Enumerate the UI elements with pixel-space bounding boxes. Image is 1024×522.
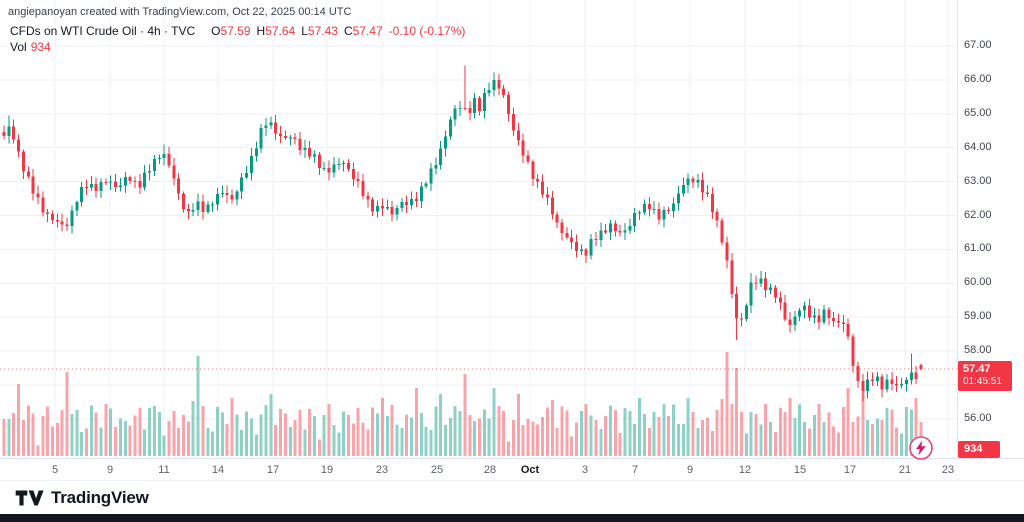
volume-legend: Vol 934 <box>10 40 51 54</box>
bar-countdown: 01:45:51 <box>963 376 1002 387</box>
price-axis-label: 58.00 <box>964 344 992 357</box>
time-axis-label: 3 <box>581 464 589 476</box>
tradingview-brand-text[interactable]: TradingView <box>51 487 149 507</box>
price-axis-label: 56.00 <box>964 411 992 424</box>
price-axis-label: 66.00 <box>964 72 992 85</box>
price-axis-label: 64.00 <box>964 140 992 153</box>
time-axis-label: 17 <box>843 464 857 476</box>
price-axis-label: 65.00 <box>964 106 992 119</box>
volume-label: Vol <box>10 40 27 54</box>
close-label: C <box>343 24 353 38</box>
time-axis-label: 25 <box>430 464 444 476</box>
last-price-value: 57.47 <box>963 363 991 375</box>
time-axis-label: Oct <box>520 464 540 476</box>
close-value: 57.47 <box>352 24 383 38</box>
change-value: -0.10 (-0.17%) <box>388 24 466 38</box>
time-axis-label: 17 <box>266 464 280 476</box>
price-axis-label: 67.00 <box>964 39 992 51</box>
price-axis[interactable]: 67.00 66.00 65.00 64.00 63.00 62.00 61.00 60.00… <box>957 0 1024 458</box>
time-axis-label: 11 <box>158 464 170 476</box>
high-label: H <box>256 24 266 38</box>
low-value: 57.43 <box>307 24 338 38</box>
time-axis-label: 28 <box>483 464 497 476</box>
tradingview-logo-icon[interactable] <box>14 487 44 509</box>
price-axis-label: 59.00 <box>964 310 992 323</box>
bottom-dark-bar <box>0 514 1024 522</box>
volume-value: 934 <box>30 40 51 54</box>
time-axis-label: 15 <box>793 464 807 476</box>
last-price-badge: 57.47 01:45:51 <box>958 361 1012 391</box>
price-axis-label: 61.00 <box>964 242 992 255</box>
volume-badge: 934 <box>958 441 1000 458</box>
time-axis-label: 21 <box>898 464 912 476</box>
footer: TradingView <box>0 480 1024 514</box>
lightning-icon[interactable] <box>908 435 934 461</box>
price-axis-label: 63.00 <box>964 174 992 187</box>
time-axis[interactable]: 5 9 11 14 17 19 23 25 28 Oct 3 7 9 12 15 17 21 23 <box>0 458 1024 481</box>
low-label: L <box>301 24 308 38</box>
chart-legend: CFDs on WTI Crude Oil · 4h · TVC O57.59 H5… <box>10 24 465 38</box>
grid-layer <box>0 0 957 456</box>
time-axis-label: 23 <box>941 464 955 476</box>
candlestick-chart[interactable] <box>0 0 957 458</box>
time-axis-label: 12 <box>738 464 752 476</box>
attribution-text: angiepanoyan created with TradingView.co… <box>8 6 352 18</box>
volume-layer <box>2 352 923 456</box>
price-axis-label: 62.00 <box>964 208 992 221</box>
time-axis-label: 9 <box>106 464 114 476</box>
time-axis-label: 23 <box>375 464 389 476</box>
high-value: 57.64 <box>265 24 296 38</box>
time-axis-label: 7 <box>631 464 639 476</box>
open-label: O <box>211 24 221 38</box>
time-axis-label: 9 <box>686 464 694 476</box>
time-axis-label: 14 <box>211 464 225 476</box>
price-axis-label: 60.00 <box>964 276 992 289</box>
time-axis-label: 5 <box>51 464 59 476</box>
open-value: 57.59 <box>220 24 251 38</box>
candles-layer <box>2 65 923 402</box>
time-axis-label: 19 <box>320 464 334 476</box>
symbol-title[interactable]: CFDs on WTI Crude Oil · 4h · TVC <box>10 24 196 38</box>
